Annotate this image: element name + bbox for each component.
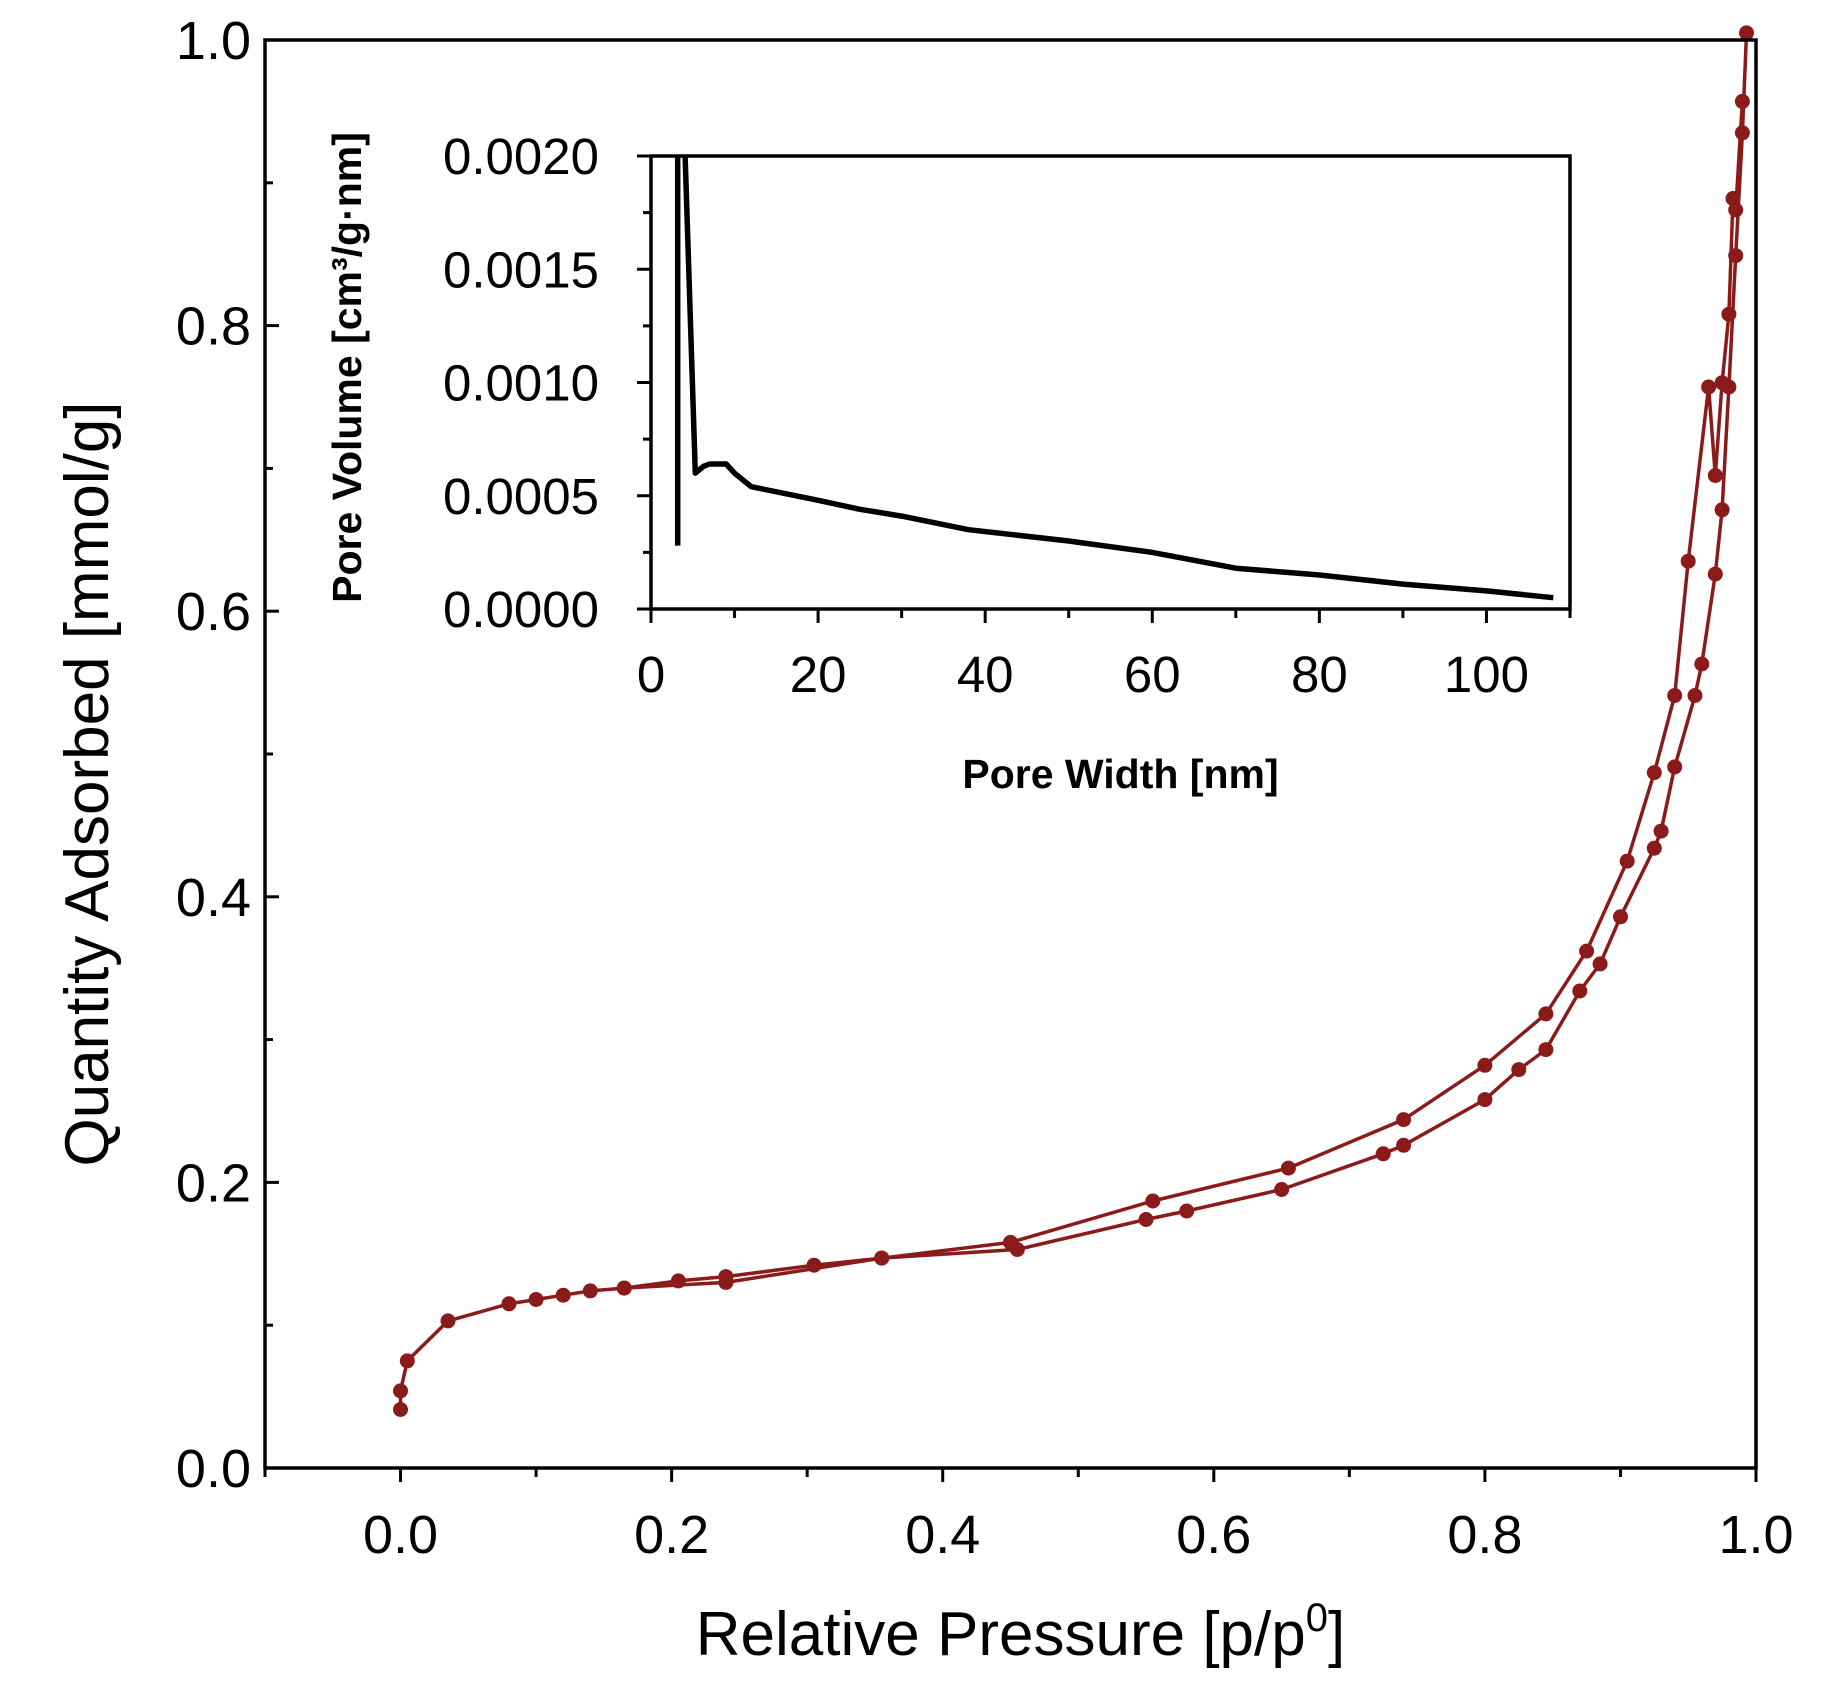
main-series-layer: [393, 25, 1754, 1417]
main-data-point-desorption: [616, 1280, 632, 1296]
main-data-point-desorption: [1396, 1112, 1412, 1128]
main-data-point-adsorption: [1707, 566, 1723, 582]
main-data-point-adsorption: [1572, 983, 1588, 999]
main-data-point-desorption: [1477, 1057, 1493, 1073]
main-x-axis-title-superscript: 0: [1306, 1596, 1328, 1640]
main-data-point-desorption: [1646, 765, 1662, 781]
inset-x-tick-label: 0: [637, 646, 665, 703]
main-data-point-desorption: [1728, 202, 1744, 218]
main-data-point-desorption: [1145, 1193, 1161, 1209]
inset-y-ticks: 0.0000 0.0005 0.0010 0.0015 0.0020: [443, 128, 651, 638]
main-x-axis-title-close: ]: [1328, 1600, 1345, 1669]
main-x-tick-label: 0.2: [634, 1505, 709, 1565]
main-data-point-adsorption: [1477, 1092, 1493, 1108]
main-x-tick-label: 0.4: [905, 1505, 980, 1565]
inset-series-layer: [674, 156, 1554, 601]
main-y-tick-label: 0.2: [176, 1153, 251, 1213]
main-data-point-adsorption: [1375, 1146, 1391, 1162]
inset-x-tick-label: 40: [957, 646, 1014, 703]
main-data-point-adsorption: [1592, 956, 1608, 972]
main-data-point-desorption: [1619, 853, 1635, 869]
main-x-axis-title-text: Relative Pressure [p/p: [696, 1600, 1306, 1669]
main-data-point-adsorption: [582, 1283, 598, 1299]
main-data-point-adsorption: [1511, 1062, 1527, 1078]
main-data-point-adsorption: [1138, 1212, 1154, 1227]
main-data-point-adsorption: [1274, 1182, 1290, 1197]
main-y-tick-label: 0.8: [176, 297, 251, 357]
main-y-tick-label: 0.4: [176, 868, 251, 928]
inset-x-tick-label: 60: [1124, 646, 1181, 703]
inset-y-tick-label: 0.0020: [443, 128, 599, 185]
main-data-point-adsorption: [1667, 759, 1683, 775]
main-data-point-desorption: [1707, 468, 1723, 483]
main-x-axis-title: Relative Pressure [p/p0]: [696, 1596, 1345, 1669]
inset-x-tick-label: 80: [1291, 646, 1348, 703]
main-data-point-adsorption: [1538, 1042, 1554, 1058]
inset-series-line: [674, 156, 1554, 601]
inset-x-tick-label: 100: [1444, 646, 1529, 703]
main-data-point-adsorption: [399, 1353, 415, 1369]
main-data-point-desorption: [1280, 1160, 1296, 1176]
main-data-point-adsorption: [501, 1296, 517, 1312]
main-data-point-adsorption: [555, 1287, 571, 1303]
main-data-point-adsorption: [1179, 1203, 1195, 1219]
main-data-point-adsorption: [1653, 823, 1669, 839]
main-data-point-desorption: [1714, 375, 1730, 391]
main-x-tick-label: 0.0: [363, 1505, 438, 1565]
main-data-point-desorption: [718, 1274, 734, 1290]
main-data-point-adsorption: [528, 1292, 544, 1307]
main-data-point-adsorption: [1613, 909, 1628, 925]
main-data-point-adsorption: [1694, 656, 1710, 672]
inset-y-tick-label: 0.0015: [443, 241, 599, 298]
inset-y-axis-title: Pore Volume [cm³/g·nm]: [324, 132, 370, 603]
main-data-point-desorption: [1003, 1234, 1018, 1250]
main-data-point-adsorption: [1687, 688, 1703, 703]
main-data-point-adsorption: [393, 1383, 408, 1399]
main-data-point-desorption: [1579, 943, 1595, 959]
main-data-point-adsorption: [440, 1313, 456, 1329]
main-y-tick-label: 1.0: [176, 11, 251, 71]
main-data-point-desorption: [1734, 93, 1750, 109]
main-data-point-desorption: [874, 1250, 890, 1266]
main-x-ticks: 0.0 0.2 0.4 0.6 0.8 1.0: [263, 1468, 1794, 1565]
main-data-point-adsorption: [1646, 840, 1662, 856]
inset-y-tick-label: 0.0005: [443, 468, 599, 525]
inset-x-axis-title: Pore Width [nm]: [962, 751, 1278, 797]
main-x-tick-label: 0.8: [1447, 1505, 1522, 1565]
inset-y-tick-label: 0.0000: [443, 581, 599, 638]
main-data-point-desorption: [1721, 306, 1737, 322]
inset-chart: 0.0000 0.0005 0.0010 0.0015 0.0020 0 20 40 60 80…: [324, 128, 1572, 797]
main-y-tick-label: 0.6: [176, 582, 251, 642]
main-x-tick-label: 0.6: [1176, 1505, 1251, 1565]
main-data-point-adsorption: [1739, 25, 1754, 41]
inset-x-tick-label: 20: [790, 646, 847, 703]
main-data-point-adsorption: [1714, 502, 1730, 518]
main-data-point-desorption: [1538, 1006, 1554, 1022]
main-chart: 0.0 0.2 0.4 0.6 0.8 1.0 0.0 0.2 0.4 0.6 0.8 1.0 Qu…: [53, 11, 1794, 1669]
inset-background: [651, 156, 1570, 609]
main-data-point-adsorption: [393, 1402, 408, 1417]
main-plot-frame: [263, 38, 1758, 1470]
main-data-point-desorption: [1680, 553, 1696, 569]
main-y-axis-title: Quantity Adsorbed [mmol/g]: [53, 401, 122, 1166]
inset-y-tick-label: 0.0010: [443, 355, 599, 412]
inset-plot-frame: [649, 154, 1572, 611]
main-y-ticks: 0.0 0.2 0.4 0.6 0.8 1.0: [176, 11, 279, 1499]
main-data-point-desorption: [1725, 191, 1741, 206]
main-x-tick-label: 1.0: [1718, 1505, 1793, 1565]
main-data-point-adsorption: [1396, 1137, 1412, 1153]
main-data-point-desorption: [1667, 688, 1683, 703]
main-y-tick-label: 0.0: [176, 1439, 251, 1499]
inset-x-ticks: 0 20 40 60 80 100: [637, 609, 1572, 703]
main-data-point-desorption: [1701, 379, 1717, 395]
